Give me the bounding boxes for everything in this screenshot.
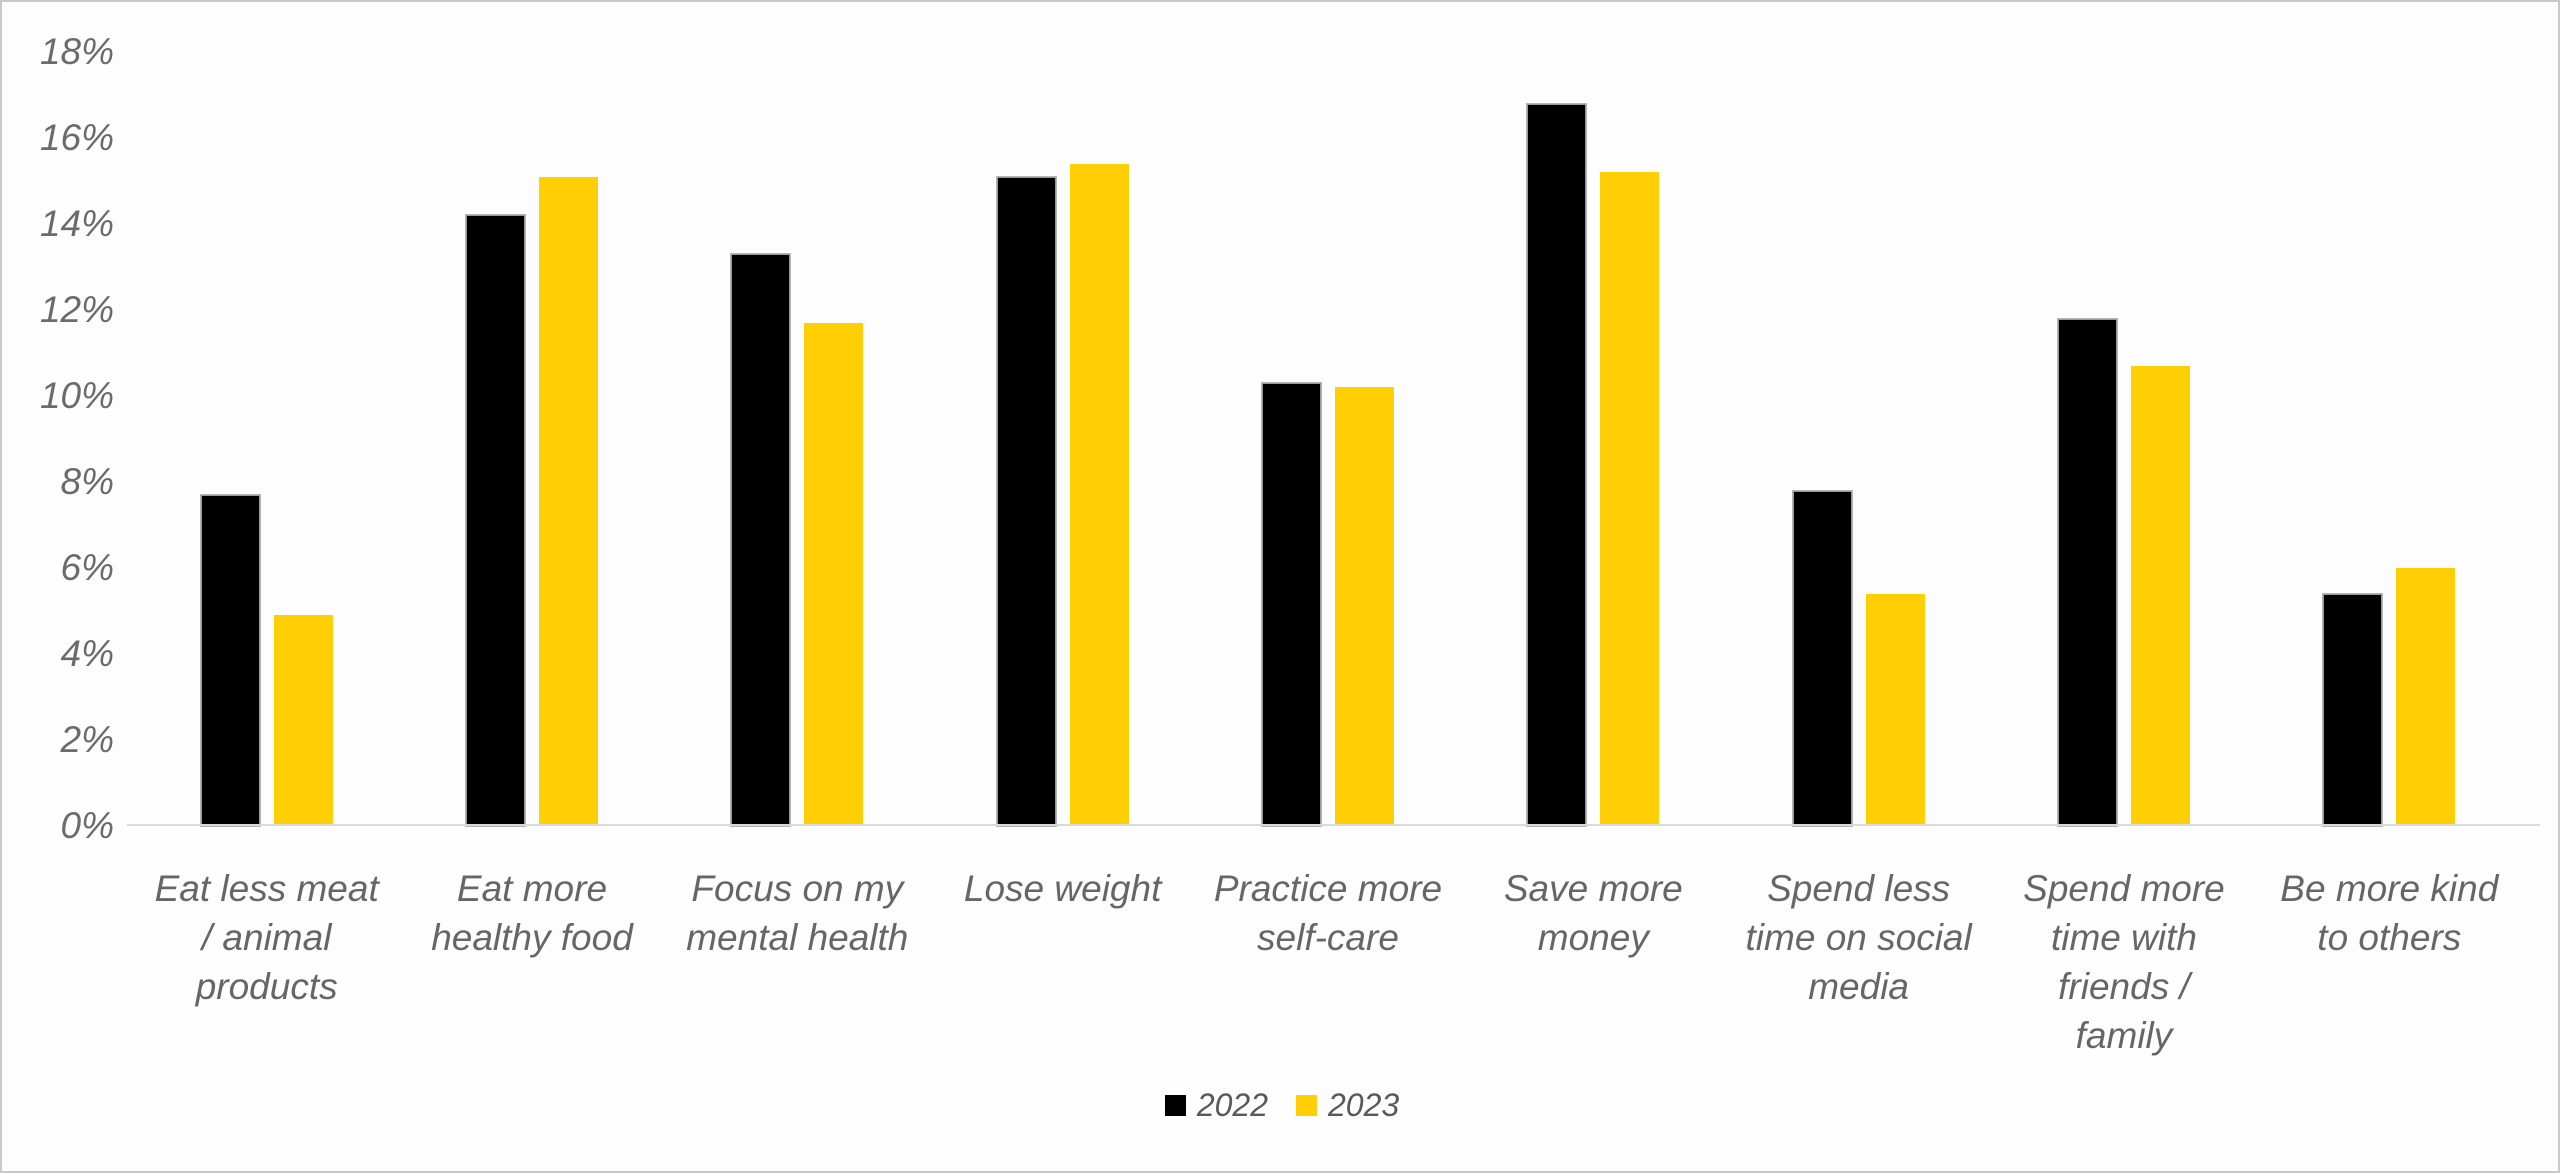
legend: 2022 2023 <box>2 1087 2558 1123</box>
x-axis-category-label: Save more money <box>1503 868 1683 958</box>
y-tick-label: 16% <box>39 117 114 158</box>
y-tick-label: 6% <box>60 547 114 588</box>
bar-2023-category-8 <box>2396 568 2456 826</box>
plot-area <box>134 52 2522 828</box>
y-tick-label: 18% <box>39 31 114 72</box>
x-axis-category-label: Eat more healthy food <box>431 868 633 958</box>
y-tick-label: 12% <box>39 289 114 330</box>
bar-2022-category-0 <box>199 493 261 828</box>
bar-group <box>1195 52 1460 827</box>
y-axis: 0% 2% 4% 6% 8% 10% 12% 14% 16% 18% <box>2 31 114 846</box>
bar-2023-category-6 <box>1865 593 1925 826</box>
x-axis-line <box>127 824 2540 826</box>
y-tick-label: 0% <box>60 805 114 846</box>
legend-item-2022: 2022 <box>1164 1087 1268 1123</box>
bar-2022-category-2 <box>730 253 792 827</box>
y-tick-label: 2% <box>60 719 114 760</box>
bar-group <box>399 52 664 827</box>
legend-item-2023: 2023 <box>1296 1087 1399 1123</box>
bar-2022-category-6 <box>1791 489 1853 828</box>
x-axis-category-label: Spend less time on social media <box>1745 868 1972 1007</box>
bar-2023-category-3 <box>1069 163 1129 826</box>
bar-2023-category-5 <box>1600 172 1660 826</box>
x-axis-category-label: Be more kind to others <box>2280 868 2499 958</box>
y-tick-label: 10% <box>39 375 114 416</box>
y-tick-label: 8% <box>60 461 114 502</box>
bar-2022-category-1 <box>464 214 526 827</box>
bar-group <box>930 52 1195 828</box>
legend-swatch-2023 <box>1296 1094 1317 1116</box>
x-axis-category-label: Lose weight <box>963 868 1162 909</box>
x-axis-category-label: Eat less meat / animal products <box>154 868 379 1007</box>
bar-group <box>1461 52 1726 828</box>
bar-group <box>134 52 399 828</box>
bar-2022-category-3 <box>995 175 1057 828</box>
bar-2023-category-7 <box>2130 365 2190 826</box>
legend-label: 2022 <box>1196 1087 1268 1123</box>
bar-2022-category-7 <box>2056 317 2118 828</box>
y-tick-label: 4% <box>60 633 114 674</box>
y-tick-label: 14% <box>39 203 114 244</box>
bar-2023-category-2 <box>804 322 864 826</box>
x-axis-labels: Eat less meat / animal products Eat more … <box>134 826 2522 1060</box>
bar-2023-category-0 <box>273 615 333 826</box>
legend-label: 2023 <box>1328 1087 1400 1123</box>
bar-group <box>1726 52 1991 828</box>
legend-swatch-2022 <box>1164 1094 1186 1116</box>
x-axis-category-label: Practice more self-care <box>1213 868 1443 958</box>
bar-2022-category-4 <box>1260 382 1322 827</box>
bar-2023-category-1 <box>538 176 598 826</box>
bar-2022-category-8 <box>2322 592 2384 828</box>
bar-group <box>2257 52 2522 828</box>
x-axis-category-label: Focus on my mental health <box>686 868 909 958</box>
bar-group <box>665 52 930 827</box>
bar-2022-category-5 <box>1526 102 1588 828</box>
x-axis-category-label: Spend more time with friends / family <box>2023 868 2225 1056</box>
bar-2023-category-4 <box>1334 387 1394 826</box>
bar-group <box>1991 52 2256 828</box>
